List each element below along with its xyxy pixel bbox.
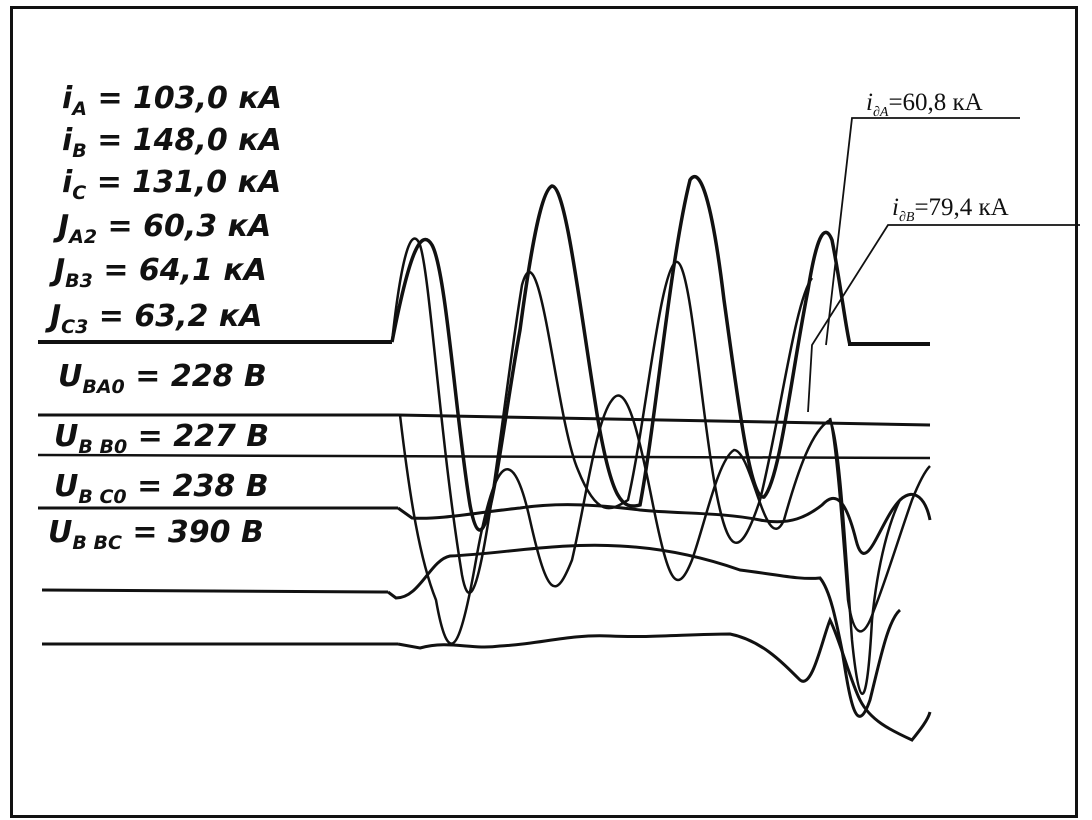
- reading-ib: iB = 148,0 кА: [62, 123, 282, 162]
- voltage-trace-c: [397, 492, 932, 555]
- current-trace-ia: [390, 237, 814, 594]
- reading-ubbc: UB BC = 390 В: [48, 515, 264, 554]
- current-traces: [390, 174, 902, 695]
- leader-idb: [807, 224, 1080, 413]
- baseline-voltage-b: [37, 453, 931, 460]
- trace-baselines: [37, 340, 931, 646]
- annotation-idb: i∂B=79,4 кА: [892, 194, 1009, 225]
- reading-ic: iC = 131,0 кА: [62, 165, 281, 204]
- reading-ubc0: UB C0 = 238 В: [54, 469, 269, 508]
- voltage-traces: [387, 417, 932, 742]
- current-trace-ib: [390, 174, 852, 532]
- reading-uba0: UBA0 = 228 В: [58, 359, 267, 398]
- reading-ia: iA = 103,0 кА: [62, 81, 282, 120]
- voltage-trace-bc: [387, 543, 902, 718]
- leader-ida: [825, 117, 1020, 346]
- voltage-trace-d: [397, 616, 932, 742]
- annotation-ida: i∂A=60,8 кА: [866, 89, 983, 120]
- readings-block: iA = 103,0 кА iB = 148,0 кА iC = 131,0 к…: [45, 81, 282, 554]
- baseline-voltage-bc: [41, 588, 389, 594]
- reading-ubb0: UB B0 = 227 В: [54, 419, 269, 458]
- reading-jb3: JB3 = 64,1 кА: [49, 253, 267, 292]
- peak-annotations: i∂A=60,8 кА i∂B=79,4 кА: [866, 89, 1009, 225]
- baseline-voltage-a: [38, 413, 931, 427]
- reading-jc3: JC3 = 63,2 кА: [45, 299, 262, 338]
- voltage-trace-e: [828, 417, 931, 633]
- annotation-leaders: [807, 117, 1080, 413]
- figure-frame: [10, 6, 1078, 818]
- reading-ja2: JA2 = 60,3 кА: [53, 209, 271, 248]
